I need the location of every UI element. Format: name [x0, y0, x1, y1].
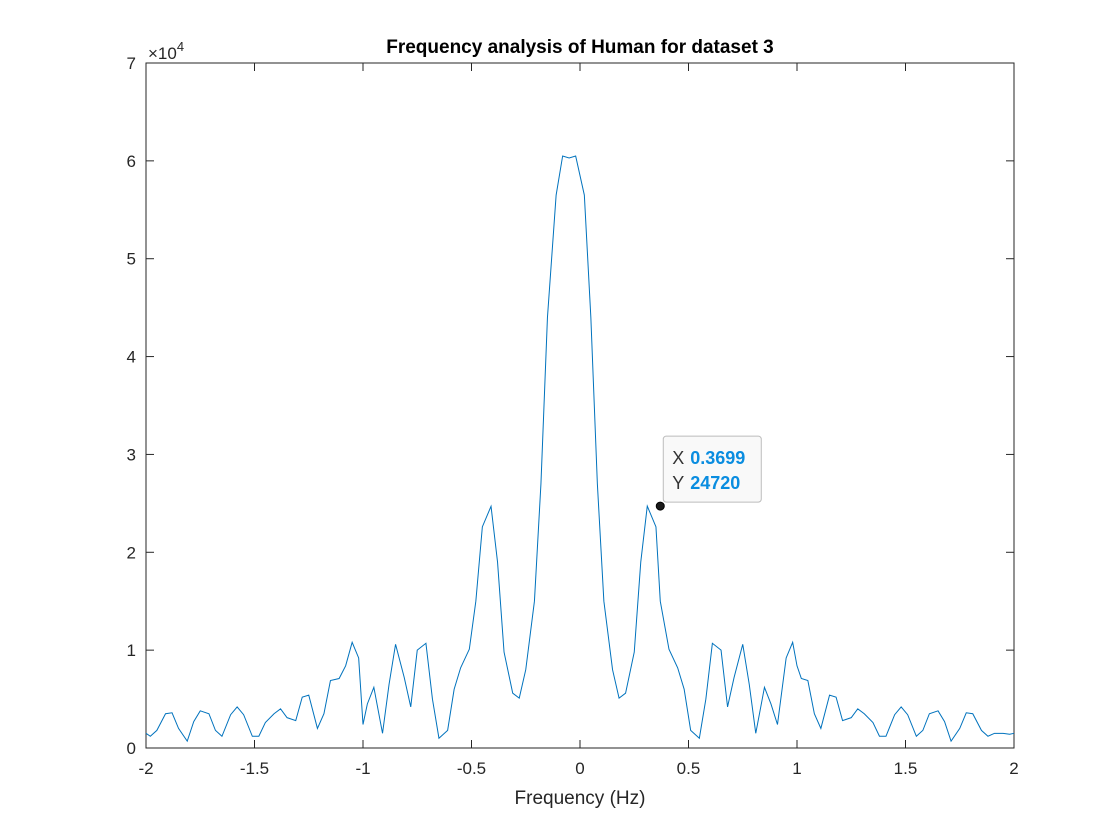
- x-tick-label: -2: [138, 759, 153, 778]
- datatip-y-value: 24720: [690, 473, 740, 493]
- x-axis-ticks: -2 -1.5 -1 -0.5 0 0.5 1 1.5 2: [138, 63, 1019, 778]
- chart-title: Frequency analysis of Human for dataset …: [386, 37, 774, 58]
- y-tick-label: 6: [127, 152, 136, 171]
- x-tick-label: -1.5: [240, 759, 269, 778]
- y-axis-ticks: 0 1 2 3 4 5 6 7: [127, 54, 1014, 758]
- x-tick-label: -1: [355, 759, 370, 778]
- x-axis-label: Frequency (Hz): [515, 788, 646, 809]
- y-axis-exponent-power: 4: [177, 39, 184, 54]
- datatip[interactable]: X 0.3699 Y 24720: [655, 435, 762, 511]
- x-tick-label: 0.5: [677, 759, 701, 778]
- x-tick-label: 1.5: [894, 759, 918, 778]
- datatip-y-key: Y: [672, 473, 684, 493]
- y-tick-label: 7: [127, 54, 136, 73]
- y-axis-exponent-base: ×10: [148, 44, 177, 63]
- datatip-box: [662, 435, 762, 503]
- y-tick-label: 3: [127, 445, 136, 464]
- y-tick-label: 2: [127, 543, 136, 562]
- x-tick-label: 1: [792, 759, 801, 778]
- y-tick-label: 1: [127, 641, 136, 660]
- x-tick-label: 2: [1009, 759, 1018, 778]
- y-tick-label: 5: [127, 250, 136, 269]
- y-tick-label: 0: [127, 739, 136, 758]
- plot-area: [145, 62, 1015, 749]
- datatip-x-value: 0.3699: [690, 448, 745, 468]
- y-axis-exponent: ×104: [148, 39, 184, 63]
- y-tick-label: 4: [127, 348, 136, 367]
- series-line: [145, 155, 1015, 743]
- datatip-marker[interactable]: [655, 501, 665, 511]
- datatip-x-key: X: [672, 448, 684, 468]
- x-tick-label: 0: [575, 759, 584, 778]
- x-tick-label: -0.5: [457, 759, 486, 778]
